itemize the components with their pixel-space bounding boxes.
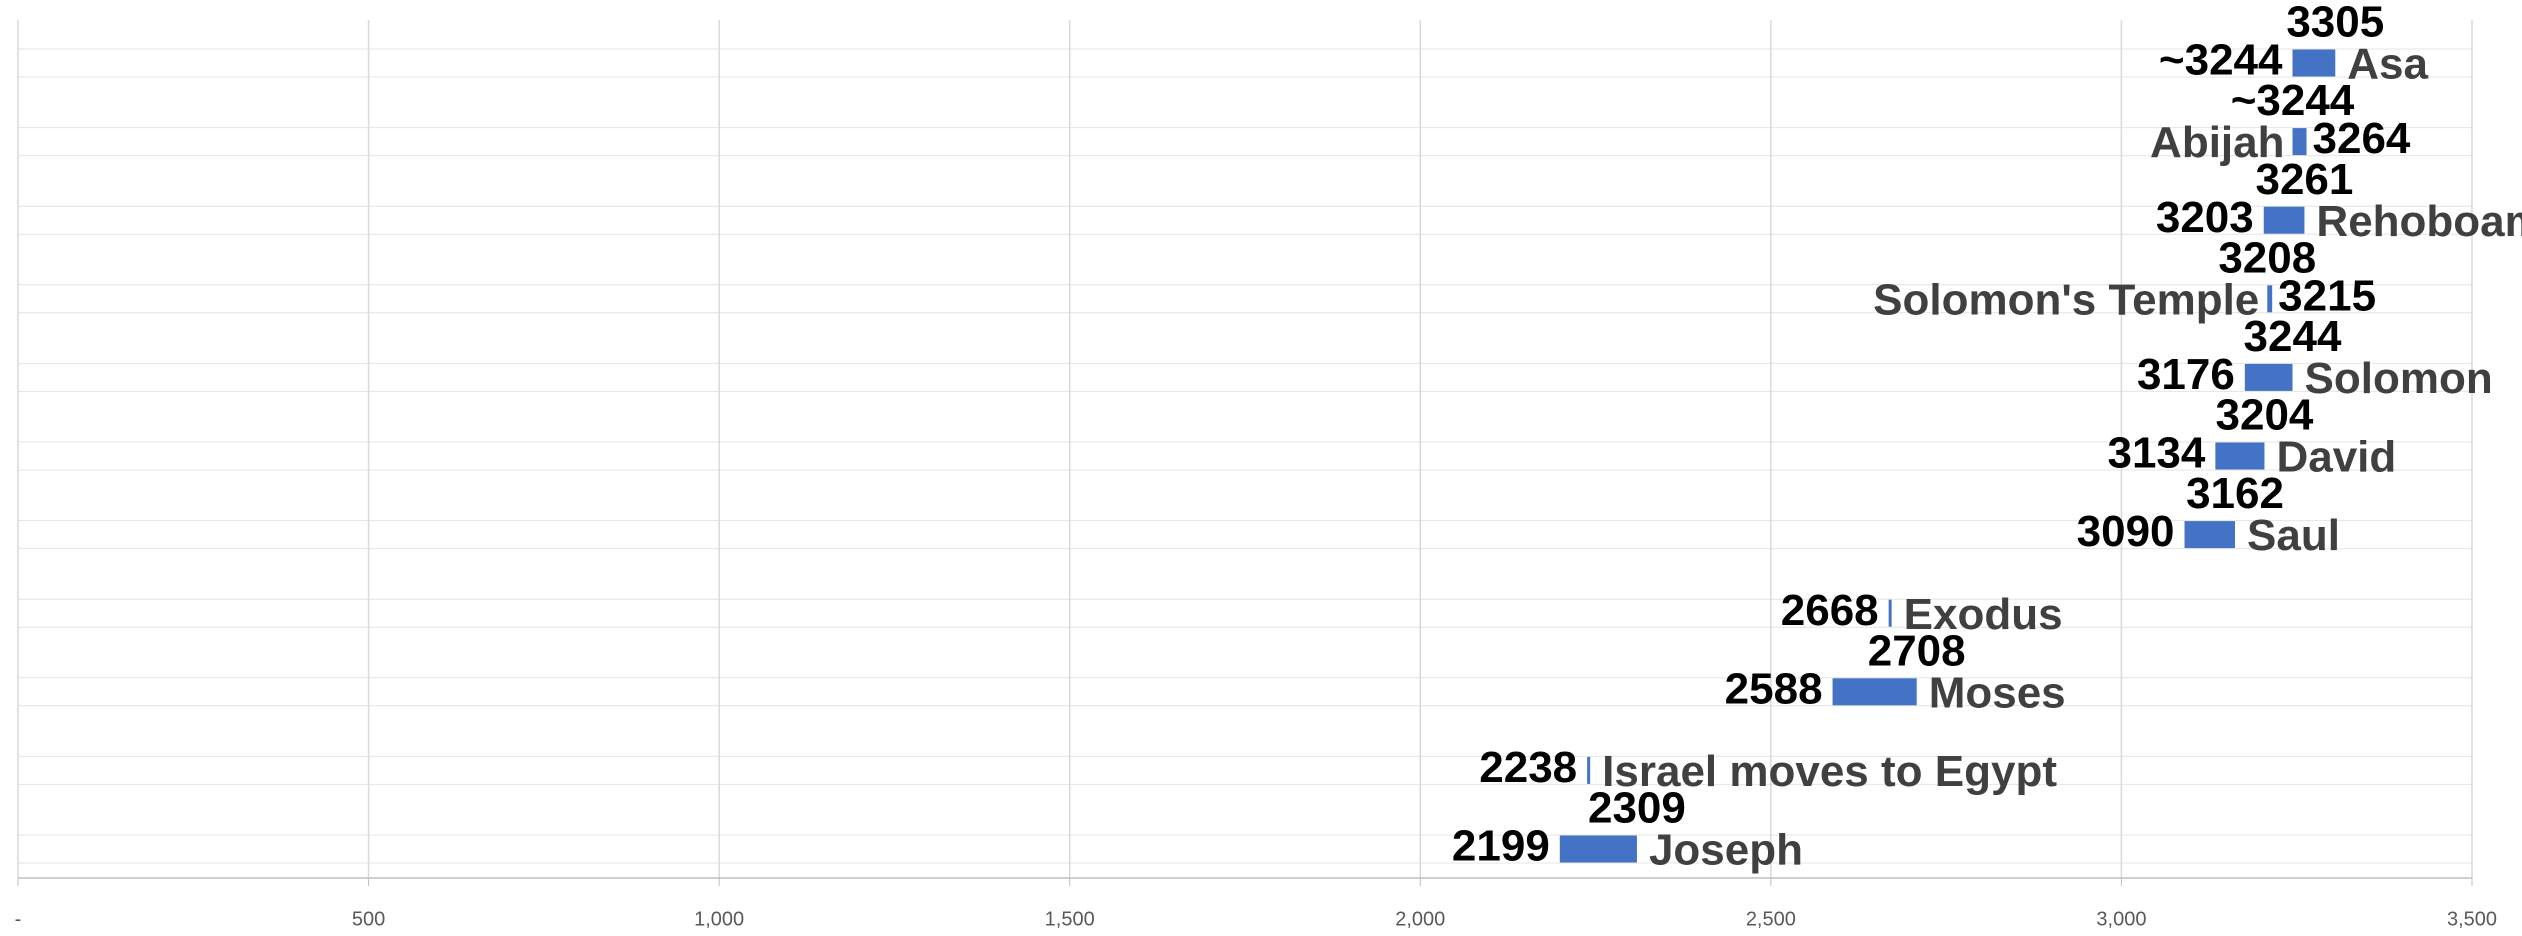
x-tick-label: - [15, 908, 22, 930]
start-label: 3176 [2137, 350, 2235, 399]
start-label: 3090 [2077, 507, 2175, 556]
bar [1559, 835, 1637, 863]
bar [2292, 128, 2307, 156]
end-label: 3162 [2186, 469, 2284, 518]
end-label: 3264 [2313, 114, 2411, 163]
bar [2263, 206, 2305, 234]
end-label: 3204 [2216, 391, 2314, 440]
category-label: Israel moves to Egypt [1602, 747, 2057, 796]
start-label: ~3244 [2159, 36, 2283, 85]
x-tick-label: 2,500 [1746, 908, 1796, 930]
category-label: Saul [2247, 511, 2340, 560]
start-label: 2199 [1452, 822, 1550, 871]
category-label: David [2276, 433, 2396, 482]
start-label: 3203 [2156, 193, 2254, 242]
bar [2215, 442, 2265, 470]
bar [2267, 285, 2273, 313]
category-label: Joseph [1649, 826, 1803, 875]
category-label: Asa [2347, 40, 2428, 89]
bar [2184, 521, 2236, 549]
x-tick-label: 3,500 [2447, 908, 2497, 930]
bar [1832, 678, 1917, 706]
x-tick-label: 2,000 [1395, 908, 1445, 930]
end-label: 3261 [2255, 155, 2353, 204]
end-label: 3305 [2286, 0, 2384, 47]
category-label: Moses [1929, 668, 2066, 717]
start-label: 2588 [1725, 664, 1823, 713]
x-tick-label: 1,500 [1045, 908, 1095, 930]
bar [1587, 756, 1591, 784]
bar [1888, 599, 1892, 627]
start-label: ~3244 [2231, 76, 2355, 125]
start-label: 3134 [2107, 429, 2205, 478]
bar [2292, 49, 2336, 77]
category-label: Solomon [2305, 354, 2493, 403]
category-label: Rehoboam [2316, 197, 2522, 246]
start-label: 2668 [1781, 586, 1879, 635]
end-label: 3215 [2278, 271, 2376, 320]
start-label: 3208 [2218, 233, 2316, 282]
end-label: 2708 [1868, 626, 1966, 675]
x-tick-label: 3,000 [2096, 908, 2146, 930]
bar [2244, 363, 2293, 391]
x-tick-label: 1,000 [694, 908, 744, 930]
start-label: 2238 [1479, 743, 1577, 792]
x-tick-label: 500 [352, 908, 385, 930]
category-label: Abijah [2150, 118, 2284, 167]
category-label: Solomon's Temple [1873, 275, 2259, 324]
category-label: Exodus [1904, 590, 2063, 639]
end-label: 2309 [1588, 784, 1686, 833]
end-label: 3244 [2244, 312, 2342, 361]
